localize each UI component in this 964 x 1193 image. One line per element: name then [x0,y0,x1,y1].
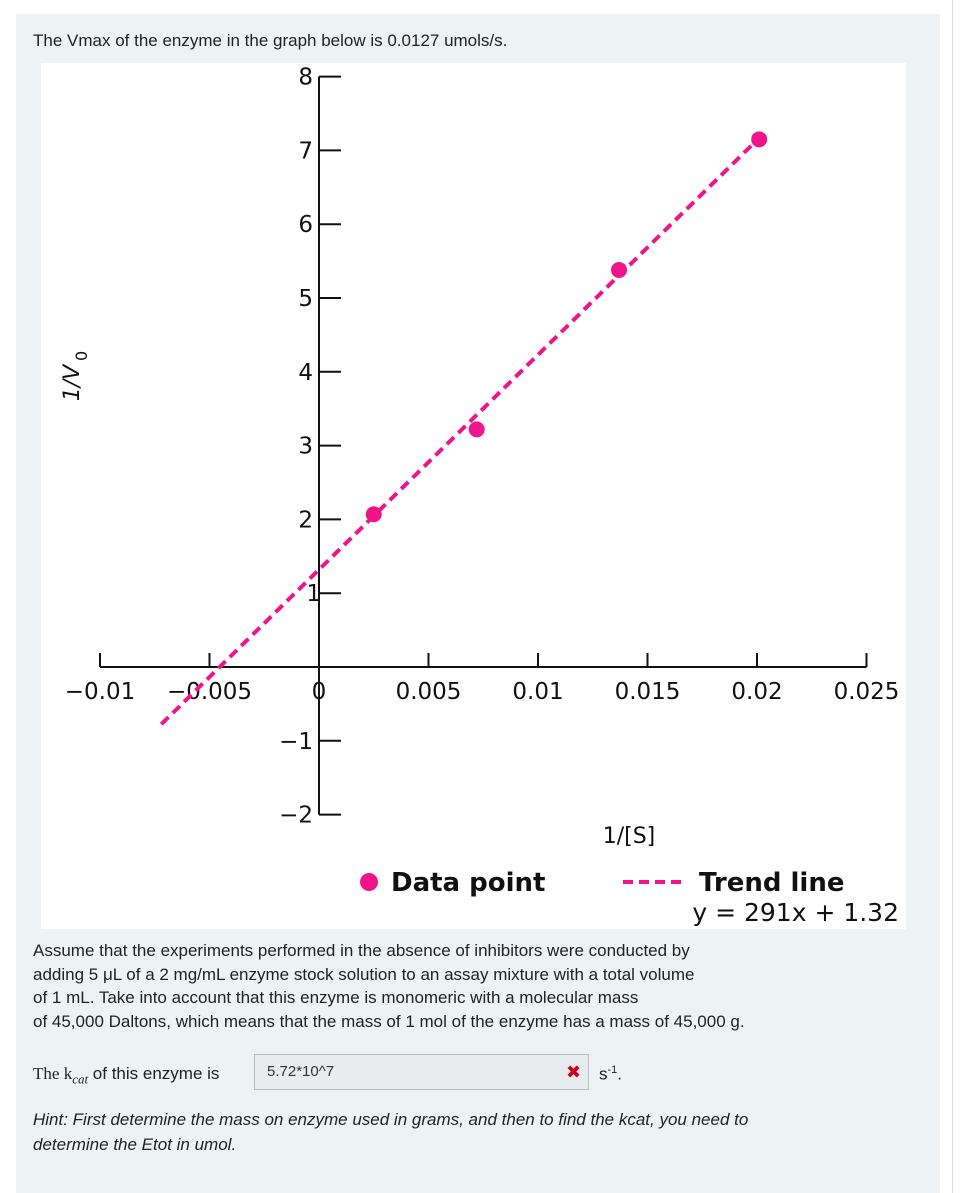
unit-end: . [617,1064,623,1084]
y-tick-label: −2 [279,803,313,829]
assumption-text: Assume that the experiments performed in… [33,939,913,1033]
y-tick-label: 6 [298,212,313,238]
legend-trend-line-label: Trend line [699,868,844,898]
y-tick-label: 1 [306,581,321,607]
y-tick-label: 2 [298,507,313,533]
close-icon: ✖ [566,1062,582,1082]
data-point [468,421,485,438]
y-tick-label: 4 [298,360,313,386]
question-intro: The Vmax of the enzyme in the graph belo… [33,31,508,50]
y-axis-title-sub: 0 [72,351,91,361]
x-tick-label: −0.01 [65,679,135,705]
x-tick-label: −0.005 [167,679,252,705]
legend-marker-icon [360,873,378,891]
y-tick-label: 8 [298,65,313,91]
assumption-line: of 1 mL. Take into account that this enz… [33,988,639,1007]
kcat-label-k: k [63,1064,73,1083]
x-axis-title: 1/[S] [603,824,656,849]
lineweaver-burk-chart: −0.01 −0.005 0 0.005 0.01 0.015 0.02 0.025 8 7 6 5 4… [41,63,906,929]
data-point [365,506,382,523]
x-tick-label: 0 [312,679,327,705]
unit-exponent: -1 [607,1064,618,1076]
legend-equation: y = 291x + 1.32 [692,898,899,927]
hint-line: determine the Etot in umol. [33,1135,237,1154]
x-tick-label: 0.005 [396,679,462,705]
kcat-label-suffix: of this enzyme is [88,1064,220,1083]
data-point [611,261,628,278]
page-divider [952,0,953,1193]
trend-line [159,136,761,726]
hint-text: Hint: First determine the mass on enzyme… [33,1107,913,1157]
y-tick-label: 5 [298,286,313,312]
hint-line: Hint: First determine the mass on enzyme… [33,1110,749,1129]
kcat-label-prefix: The [33,1064,64,1083]
chart-svg: −0.01 −0.005 0 0.005 0.01 0.015 0.02 0.025 8 7 6 5 4… [60,65,900,927]
x-tick-label: 0.02 [731,679,782,705]
unit-base: s [599,1064,608,1084]
x-tick-label: 0.01 [512,679,563,705]
data-point [751,131,768,148]
y-axis-title: 1/V0 [60,351,91,401]
y-tick-label: −1 [279,729,313,755]
assumption-line: of 45,000 Daltons, which means that the … [33,1011,745,1031]
assumption-line: adding 5 μL of a 2 mg/mL enzyme stock so… [33,964,695,984]
kcat-question-row: The kcat of this enzyme is 5.72*10^7 ✖ s… [33,1053,913,1093]
legend-data-point-label: Data point [391,868,545,898]
kcat-label: The kcat of this enzyme is [33,1064,219,1087]
y-tick-label: 3 [298,434,313,460]
x-tick-label: 0.025 [834,679,900,705]
kcat-answer-input[interactable]: 5.72*10^7 [254,1054,589,1090]
y-tick-label: 7 [298,138,313,164]
kcat-label-sub: cat [72,1071,89,1087]
assumption-line: Assume that the experiments performed in… [33,941,690,960]
y-axis-title-main: 1/V [60,363,85,401]
x-tick-label: 0.015 [615,679,681,705]
kcat-unit: s-1. [599,1064,622,1085]
